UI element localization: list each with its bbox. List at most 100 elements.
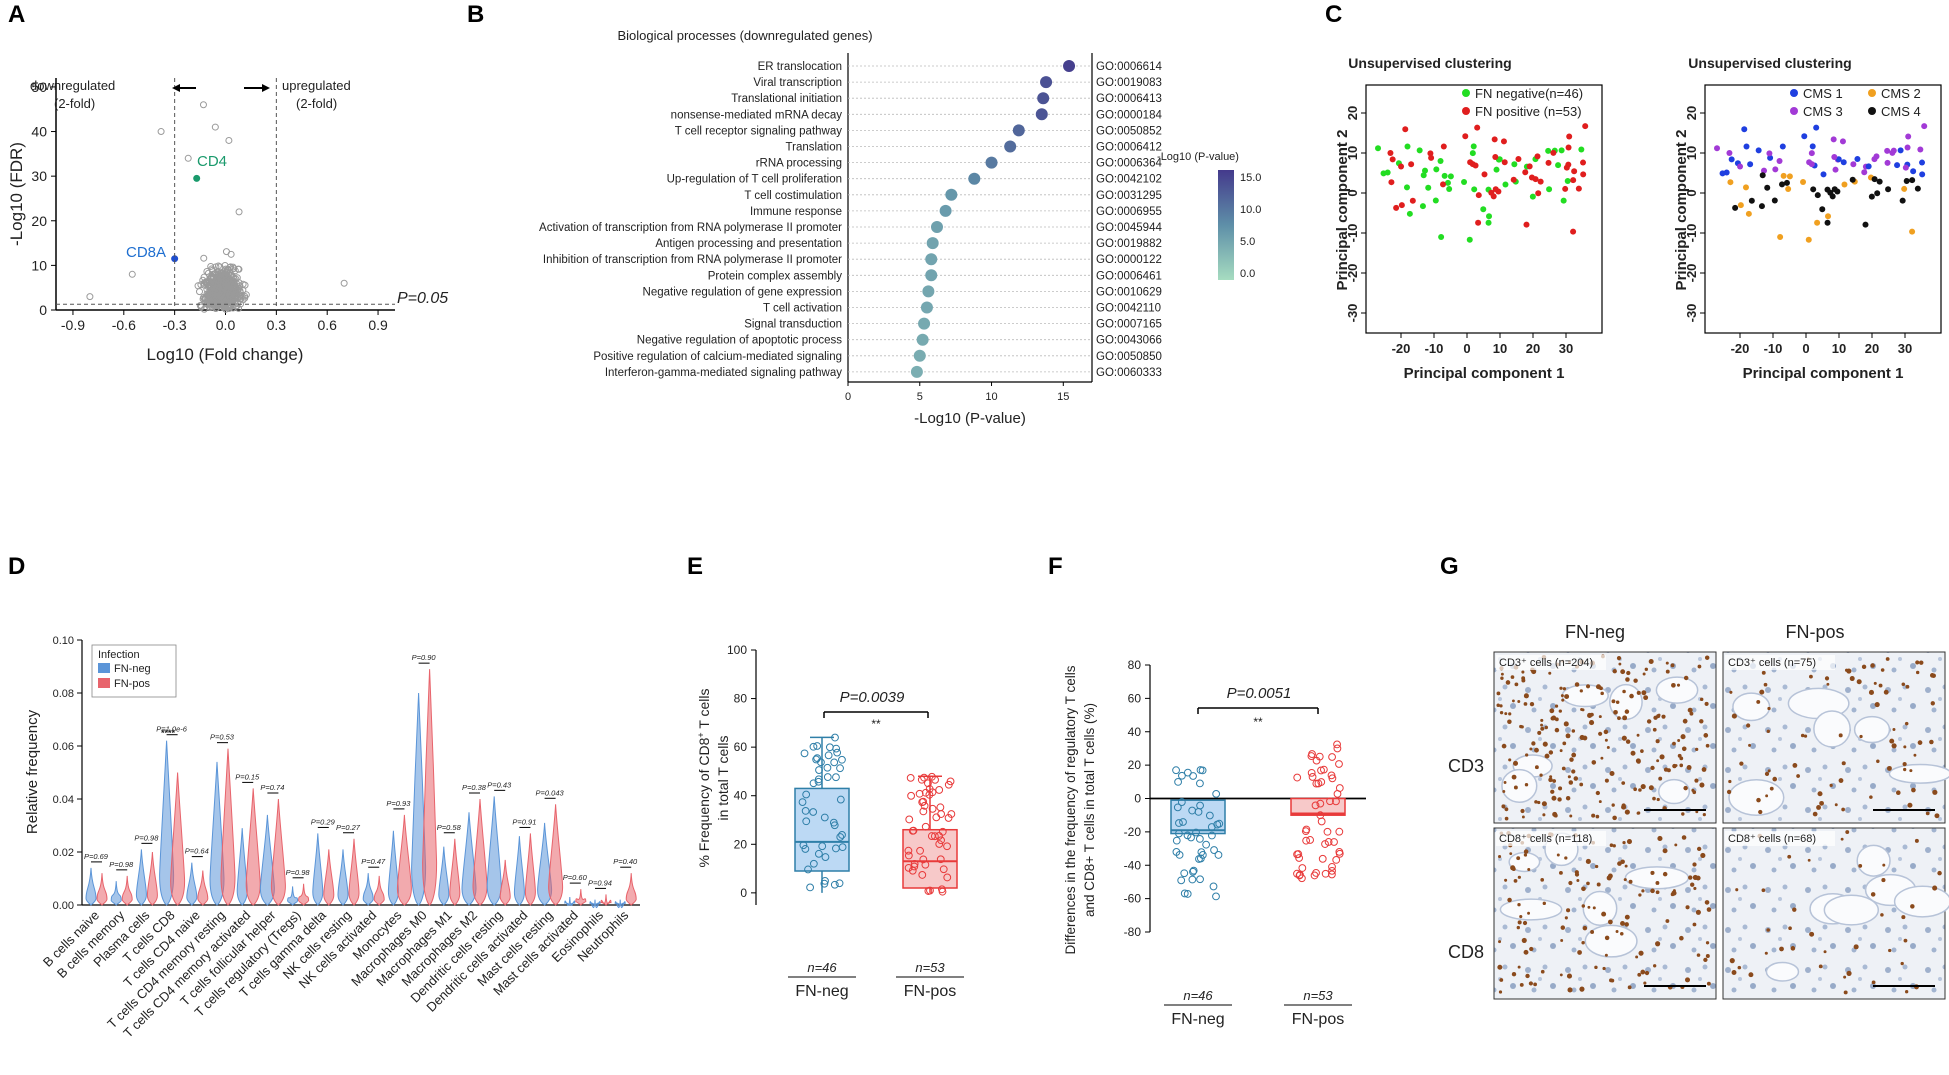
volcano-point [241, 294, 249, 302]
go-term-label: Positive regulation of calcium-mediated … [593, 351, 842, 363]
ihc-stained-cell [1826, 682, 1830, 686]
pca2-point [1905, 133, 1912, 140]
box-point [1210, 846, 1218, 854]
pca1-point [1500, 138, 1507, 145]
ihc-stained-cell [1655, 881, 1660, 885]
ihc-stained-cell [1679, 756, 1684, 761]
ihc-stained-cell [1809, 674, 1813, 679]
ihc-stained-cell [1539, 773, 1543, 777]
ihc-stained-cell [1625, 677, 1630, 682]
ihc-stained-cell [1853, 944, 1859, 950]
box-point [1202, 840, 1211, 849]
pca2-point [1742, 184, 1749, 191]
pca2-legend-label: CMS 3 [1803, 104, 1843, 119]
pca1-point [1496, 156, 1503, 163]
ihc-stained-cell [1551, 715, 1557, 721]
ihc-stained-cell [1499, 710, 1504, 715]
box-point [1316, 799, 1325, 808]
ihc-stained-cell [1913, 753, 1917, 757]
ihc-stained-cell [1683, 785, 1688, 791]
ihc-stained-cell [1930, 701, 1935, 706]
violin-fn-pos [298, 883, 310, 906]
box-point [813, 754, 822, 763]
box-point [1335, 827, 1344, 836]
ihc-stained-cell [1838, 733, 1843, 738]
box-point [906, 773, 915, 782]
ihc-stained-cell [1728, 779, 1732, 784]
pca-x-tick-label: 20 [1526, 341, 1540, 356]
box-point [943, 873, 952, 882]
ihc-gland [1658, 778, 1691, 805]
ihc-stained-cell [1652, 727, 1657, 732]
ihc-stained-cell [1552, 779, 1557, 783]
go-dot [930, 221, 943, 233]
go-term-label: Immune response [750, 206, 842, 218]
ihc-stained-cell [1595, 790, 1600, 796]
ihc-stained-cell [1731, 713, 1737, 719]
pca1-point [1471, 186, 1478, 193]
ihc-stained-cell [1692, 922, 1697, 927]
pca1-point [1427, 150, 1434, 157]
pca1-point [1582, 123, 1589, 130]
pca1-point [1388, 179, 1395, 186]
pca2-point [1884, 147, 1891, 154]
pca1-point [1433, 166, 1440, 173]
ihc-stained-cell [1640, 783, 1646, 790]
pca2-legend-dot [1790, 89, 1798, 97]
ihc-stained-cell [1513, 760, 1519, 766]
go-id-label: GO:0050850 [1096, 351, 1162, 363]
pca1-point [1470, 143, 1477, 150]
pca2-point [1737, 202, 1744, 209]
pca2-frame [1704, 84, 1942, 334]
pca1-point [1575, 185, 1582, 192]
violin-y-tick-label: 0.00 [53, 900, 74, 912]
ihc-stained-cell [1900, 961, 1904, 966]
pca2-point [1719, 170, 1726, 177]
pca2-point [1759, 172, 1766, 179]
volcano-y-tick-label: 40 [31, 124, 47, 140]
e-boxes: n=46 FN-neg n=53 FN-pos [788, 733, 964, 1000]
boxplot-treg-cd8: 80 60 40 20 0 -20 -40 -60 -80 n=46 FN-neg n=53 FN-p… [1063, 658, 1366, 1028]
ihc-stained-cell [1700, 852, 1706, 859]
pca2-point [1909, 177, 1916, 184]
ihc-stained-cell [1517, 903, 1521, 907]
ihc-stained-cell [1622, 689, 1626, 694]
pca2-point [1901, 185, 1908, 192]
box-point [1332, 855, 1341, 864]
ihc-stained-cell [1601, 911, 1607, 917]
ihc-stained-cell [1604, 935, 1610, 941]
ihc-stained-cell [1682, 718, 1688, 724]
ihc-stained-cell [1624, 914, 1630, 920]
pca2-point [1894, 162, 1901, 169]
violin-fn-pos [121, 875, 133, 906]
f-y-tick-label: 60 [1128, 691, 1142, 705]
pca1-point [1546, 186, 1553, 193]
volcano-point [199, 101, 207, 109]
pca1-point [1419, 203, 1426, 210]
ihc-stained-cell [1650, 765, 1655, 771]
ihc-caption: CD3⁺ cells (n=75) [1728, 657, 1816, 669]
go-id-label: GO:0043066 [1096, 335, 1162, 347]
pca-y-tick-label: -10 [1684, 224, 1699, 243]
ihc-stained-cell [1537, 730, 1542, 735]
ihc-stained-cell [1889, 738, 1895, 744]
volcano-x-tick-label: 0.0 [216, 317, 236, 333]
go-id-label: GO:0006364 [1096, 158, 1162, 170]
ihc-stained-cell [1876, 759, 1880, 764]
pca2-point [1741, 126, 1748, 133]
box-point [1183, 890, 1192, 898]
ihc-gland [1624, 866, 1690, 890]
box-point [820, 813, 829, 822]
pca2-point [1767, 154, 1774, 161]
ihc-stained-cell [1531, 669, 1537, 675]
pca2-points [1714, 123, 1928, 243]
ihc-stained-cell [1800, 733, 1805, 738]
volcano-y-tick-label: 10 [31, 257, 47, 273]
box-point [936, 803, 945, 812]
violin-pvalue: P=0.38 [462, 783, 487, 792]
go-dot [913, 349, 926, 362]
box-point [830, 758, 839, 767]
box-point [802, 790, 811, 799]
go-id-label: GO:0019882 [1096, 238, 1162, 250]
